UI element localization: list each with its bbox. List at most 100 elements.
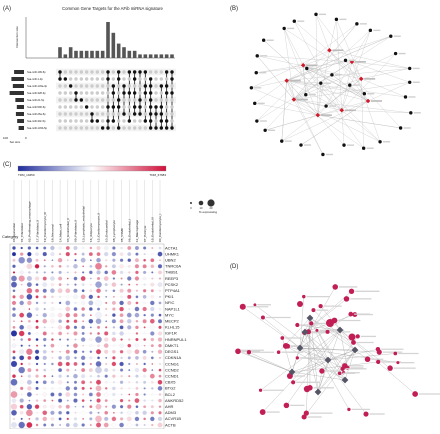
dotplot-dot (59, 387, 62, 390)
dotplot-dot (35, 404, 39, 408)
dotplot-dot (58, 288, 63, 293)
gene-labels: ACTA1UHMK1UBN2TNRC6ATHBS1REEP3PCSK2PTP4A… (165, 245, 187, 427)
matrix-dot-inactive (165, 112, 168, 115)
matrix-dot-active (160, 119, 163, 122)
dotplot-dot (120, 369, 123, 372)
matrix-dot-inactive (74, 119, 77, 122)
intersection-bar (101, 51, 105, 58)
dotplot-dot (20, 399, 24, 403)
gene-node (355, 22, 358, 25)
network-b-edge (284, 28, 294, 99)
dotplot-dot (159, 357, 161, 359)
dotplot-dot (120, 399, 123, 402)
network-d-edge (249, 352, 292, 372)
matrix-dot-inactive (85, 84, 88, 87)
matrix-dot-inactive (112, 112, 115, 115)
panel-a: (A) Common Gene Targets for the AFib miR… (3, 6, 176, 144)
dotplot-dot (136, 387, 139, 390)
matrix-dot-active (69, 84, 72, 87)
term-node (261, 316, 265, 320)
matrix-dot-active (117, 126, 120, 129)
matrix-dot-active (149, 112, 152, 115)
matrix-dot-active (117, 105, 120, 108)
dotplot-dot (36, 381, 39, 384)
dotplot-dot (112, 387, 115, 390)
dotplot-dot (119, 307, 123, 311)
dotplot-dot (20, 363, 22, 365)
dotplot-dot (128, 308, 130, 310)
dotplot-dot (75, 339, 77, 341)
dotplot-dot (13, 350, 16, 353)
matrix-dot-inactive (96, 98, 99, 101)
dotplot-dot (58, 368, 62, 372)
gene-node (255, 71, 258, 74)
dotplot-dot (18, 257, 25, 264)
dotplot-dot (151, 278, 153, 280)
dotplot-dot (158, 344, 161, 347)
dotplot-dot (50, 288, 55, 293)
dotplot-dot (151, 400, 153, 402)
set-name-label: hsa-miR-199-5p (27, 70, 46, 74)
matrix-dot-active (170, 91, 173, 94)
dotplot-dot (127, 319, 131, 323)
matrix-dot-inactive (133, 126, 136, 129)
matrix-dot-inactive (96, 126, 99, 129)
dotplot-dot (104, 423, 109, 428)
term-node (291, 380, 295, 384)
term-node (253, 303, 256, 306)
gene-node (363, 92, 366, 95)
dotplot-dot (90, 332, 92, 334)
gene-node (409, 111, 412, 114)
matrix-dot-inactive (58, 119, 61, 122)
dotplot-dot (120, 338, 122, 340)
dotplot-dot (121, 278, 123, 280)
size-legend-label: % expressing (199, 210, 217, 214)
dotplot-dot (35, 252, 38, 255)
dotplot-dot (143, 277, 146, 280)
mirna-node (366, 99, 371, 104)
dotplot-dot (159, 277, 161, 279)
matrix-dot-active (90, 119, 93, 122)
dotplot-dot (82, 320, 84, 322)
dotplot-dot (66, 362, 70, 366)
dotplot-dot (65, 301, 70, 306)
gene-node (399, 126, 402, 129)
dotplot-dot (90, 381, 92, 383)
dotplot-dot (98, 412, 100, 414)
matrix-dot-inactive (117, 91, 120, 94)
dotplot-dot (105, 406, 107, 408)
matrix-dot-active (154, 126, 157, 129)
dotplot-dot (44, 271, 46, 273)
dotplot-dot (51, 307, 55, 311)
dotplot-dot (82, 399, 85, 402)
dotplot-dot (52, 327, 54, 329)
matrix-dot-active (80, 98, 83, 101)
dotplot-dot (128, 259, 131, 262)
dotplot-dot (42, 282, 46, 286)
matrix-dot-inactive (112, 77, 115, 80)
dotplot-dot (74, 387, 77, 390)
dotplot-dot (135, 271, 138, 274)
matrix-dot-active (133, 70, 136, 73)
set-size-bar (14, 70, 24, 74)
dotplot-dot (112, 417, 116, 421)
dotplot-dot (97, 308, 100, 311)
set-name-label: hsa-miR-590-5p (27, 105, 46, 109)
matrix-row-band (56, 69, 176, 76)
intersection-bars (58, 22, 174, 58)
matrix-dot-inactive (122, 77, 125, 80)
dotplot-dot (90, 278, 92, 280)
dotplot-dot (66, 325, 70, 329)
matrix-dot-inactive (85, 91, 88, 94)
dotplot-dot (52, 259, 54, 261)
matrix-dot-inactive (149, 70, 152, 73)
gene-label: KLHL15 (165, 325, 180, 330)
matrix-dot-active (138, 98, 141, 101)
gene-label: BTG2 (165, 386, 176, 391)
matrix-dot-active (101, 126, 104, 129)
dotplot-dot (104, 338, 108, 342)
dotplot-dot (44, 363, 46, 365)
dotplot-dot (28, 246, 31, 249)
dotplot-dot (119, 331, 123, 335)
dotplot-dot (89, 338, 92, 341)
